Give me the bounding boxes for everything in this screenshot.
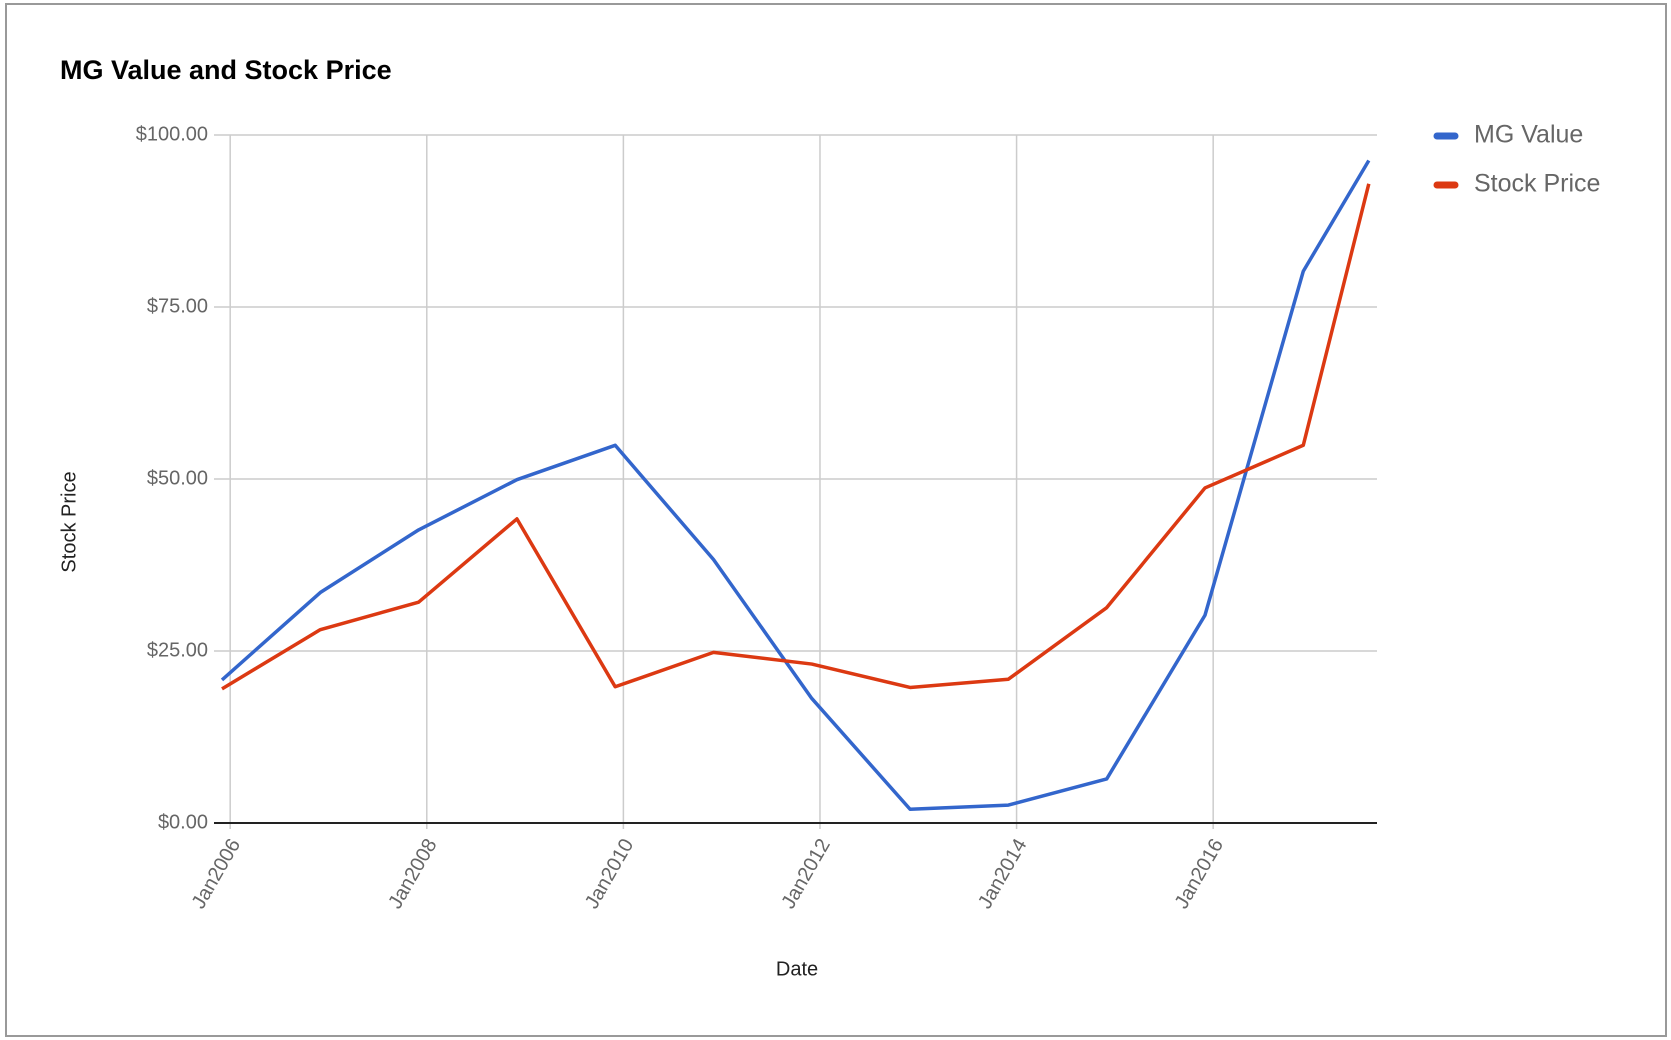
y-tick-label: $50.00 — [147, 467, 208, 489]
y-tick-label: $75.00 — [147, 295, 208, 317]
chart-frame — [5, 3, 1667, 1037]
y-tick-label: $25.00 — [147, 639, 208, 661]
legend-label: Stock Price — [1474, 170, 1600, 198]
y-tick-label: $100.00 — [136, 123, 208, 145]
legend-label: MG Value — [1474, 121, 1583, 149]
x-axis-title: Date — [776, 958, 818, 980]
series-line — [220, 159, 1371, 811]
chart-title: MG Value and Stock Price — [60, 55, 392, 85]
y-axis-title: Stock Price — [58, 471, 80, 572]
y-tick-label: $0.00 — [158, 811, 208, 833]
series-line — [221, 183, 1371, 691]
